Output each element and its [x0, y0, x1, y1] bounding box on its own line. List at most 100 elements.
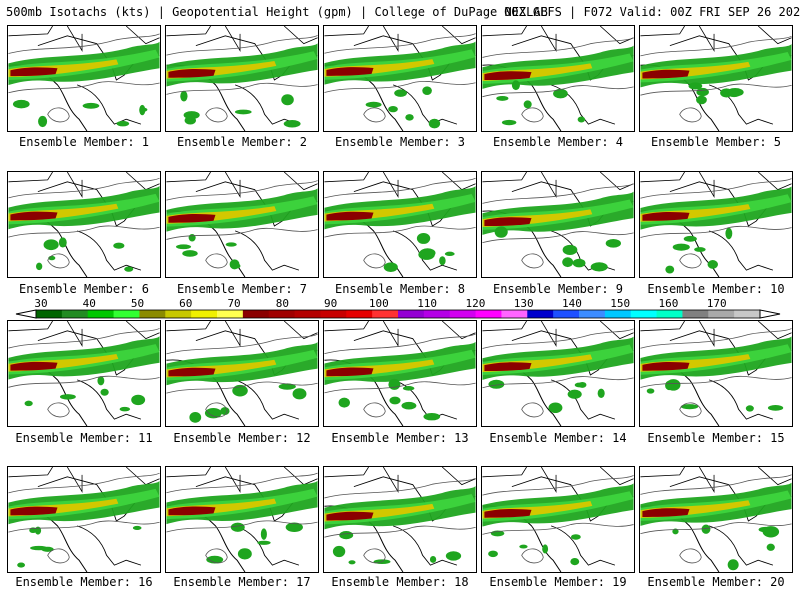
jet-stream-map: [8, 321, 160, 426]
colorbar-swatch: [656, 310, 683, 318]
colorbar-tick-label: 80: [275, 297, 289, 310]
colorbar-swatch: [527, 310, 554, 318]
colorbar-tick-label: 150: [610, 297, 631, 310]
colorbar-swatch: [423, 310, 451, 318]
jet-stream-map: [166, 321, 318, 426]
colorbar-swatch: [708, 310, 735, 318]
colorbar-swatch: [475, 310, 502, 318]
colorbar-tick-label: 30: [34, 297, 48, 310]
ensemble-panel-15: [639, 320, 793, 427]
ensemble-panel-3: [323, 25, 477, 132]
jet-stream-map: [324, 172, 476, 277]
colorbar-tick-label: 70: [227, 297, 241, 310]
colorbar-swatch: [294, 310, 321, 318]
ensemble-panel-5: [639, 25, 793, 132]
colorbar-swatch: [682, 310, 709, 318]
member-caption: Ensemble Member: 15: [647, 431, 785, 445]
ensemble-panel-10: [639, 171, 793, 278]
ensemble-panel-17: [165, 466, 319, 573]
map-title: 500mb Isotachs (kts) | Geopotential Heig…: [6, 5, 548, 19]
colorbar-swatch: [87, 310, 115, 318]
colorbar-swatch: [734, 310, 761, 318]
member-caption: Ensemble Member: 2: [176, 135, 308, 149]
jet-stream-map: [8, 172, 160, 277]
jet-stream-map: [166, 26, 318, 131]
colorbar-tick-label: 160: [658, 297, 679, 310]
ensemble-panel-14: [481, 320, 635, 427]
jet-stream-map: [324, 26, 476, 131]
member-caption: Ensemble Member: 6: [18, 282, 150, 296]
ensemble-panel-9: [481, 171, 635, 278]
model-run-info: 00Z GEFS | F072 Valid: 00Z FRI SEP 26 20…: [504, 5, 800, 19]
colorbar-low-arrow: [15, 309, 37, 319]
ensemble-panel-18: [323, 466, 477, 573]
member-caption: Ensemble Member: 12: [173, 431, 311, 445]
member-caption: Ensemble Member: 4: [492, 135, 624, 149]
colorbar-swatch: [36, 310, 63, 318]
colorbar-tick-label: 140: [561, 297, 582, 310]
jet-stream-map: [166, 172, 318, 277]
colorbar-tick-label: 120: [465, 297, 486, 310]
colorbar-tick-label: 40: [82, 297, 96, 310]
jet-stream-map: [640, 321, 792, 426]
jet-stream-map: [640, 26, 792, 131]
jet-stream-map: [482, 26, 634, 131]
colorbar-swatch: [553, 310, 580, 318]
colorbar-tick-label: 130: [513, 297, 534, 310]
colorbar-swatch: [217, 310, 244, 318]
colorbar-swatch: [139, 310, 166, 318]
jet-stream-map: [640, 467, 792, 572]
colorbar-swatch: [113, 310, 140, 318]
jet-stream-map: [482, 467, 634, 572]
ensemble-panel-1: [7, 25, 161, 132]
colorbar-tick-label: 170: [706, 297, 727, 310]
colorbar-high-arrow: [759, 309, 781, 319]
member-caption: Ensemble Member: 20: [647, 575, 785, 589]
member-caption: Ensemble Member: 14: [489, 431, 627, 445]
member-caption: Ensemble Member: 1: [18, 135, 150, 149]
member-caption: Ensemble Member: 11: [15, 431, 153, 445]
member-caption: Ensemble Member: 13: [331, 431, 469, 445]
colorbar-swatch: [501, 310, 528, 318]
ensemble-panel-11: [7, 320, 161, 427]
ensemble-panel-2: [165, 25, 319, 132]
member-caption: Ensemble Member: 5: [650, 135, 782, 149]
ensemble-panel-20: [639, 466, 793, 573]
colorbar-swatch: [61, 310, 89, 318]
ensemble-panel-7: [165, 171, 319, 278]
colorbar-swatch: [346, 310, 373, 318]
jet-stream-map: [482, 172, 634, 277]
ensemble-panel-12: [165, 320, 319, 427]
member-caption: Ensemble Member: 16: [15, 575, 153, 589]
member-caption: Ensemble Member: 10: [647, 282, 785, 296]
colorbar-swatch: [320, 310, 347, 318]
member-caption: Ensemble Member: 19: [489, 575, 627, 589]
colorbar-swatch: [191, 310, 218, 318]
colorbar-swatch: [449, 310, 477, 318]
colorbar-swatch: [165, 310, 192, 318]
jet-stream-map: [8, 26, 160, 131]
jet-stream-map: [324, 467, 476, 572]
ensemble-panel-6: [7, 171, 161, 278]
colorbar-tick-label: 50: [130, 297, 145, 310]
ensemble-panel-19: [481, 466, 635, 573]
member-caption: Ensemble Member: 18: [331, 575, 469, 589]
jet-stream-map: [640, 172, 792, 277]
jet-stream-map: [166, 467, 318, 572]
member-caption: Ensemble Member: 7: [176, 282, 308, 296]
member-caption: Ensemble Member: 3: [334, 135, 466, 149]
colorbar-swatch: [398, 310, 425, 318]
ensemble-panel-8: [323, 171, 477, 278]
isotach-colorbar: [15, 309, 781, 319]
colorbar-swatch: [579, 310, 606, 318]
colorbar-tick-label: 60: [179, 297, 193, 310]
colorbar-swatch: [372, 310, 399, 318]
colorbar-swatch: [604, 310, 632, 318]
colorbar-tick-label: 110: [417, 297, 438, 310]
member-caption: Ensemble Member: 9: [492, 282, 624, 296]
ensemble-panel-13: [323, 320, 477, 427]
member-caption: Ensemble Member: 8: [334, 282, 466, 296]
ensemble-panel-16: [7, 466, 161, 573]
member-caption: Ensemble Member: 17: [173, 575, 311, 589]
jet-stream-map: [8, 467, 160, 572]
